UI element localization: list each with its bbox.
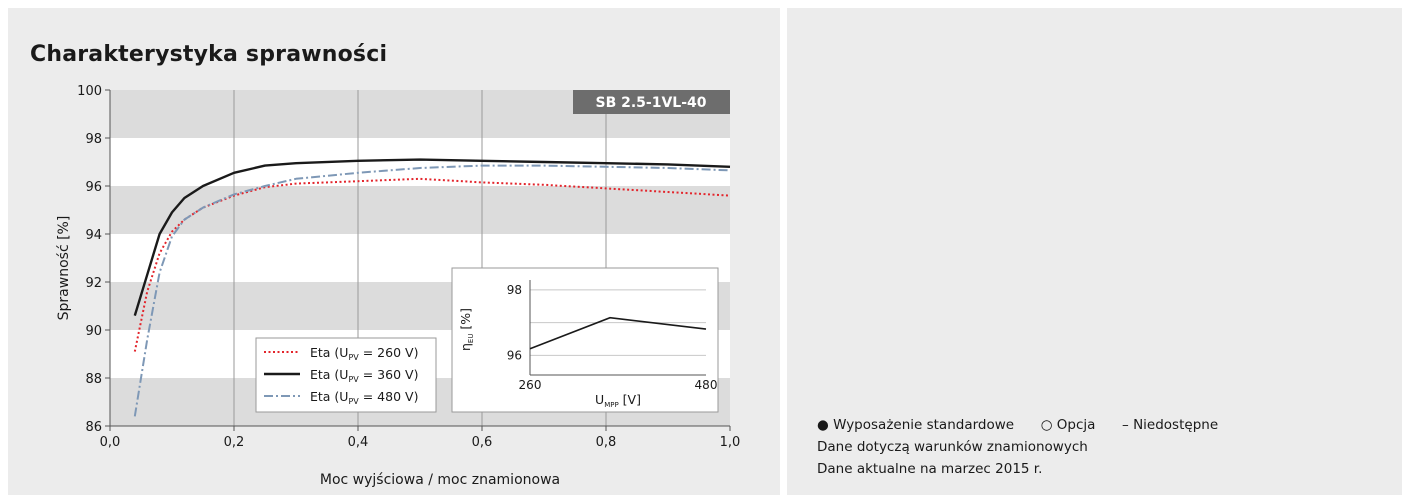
y-tick-label: 88 [85,372,102,387]
standard-label: Wyposażenie standardowe [833,417,1015,433]
inset-box [451,267,719,413]
legend-line: ● Wyposażenie standardowe ○ Opcja – Nied… [817,414,1218,436]
inset-x-axis-label: UMPP [V] [595,392,641,409]
dash-icon: – [1122,417,1129,433]
legend: Eta (UPV = 260 V) Eta (UPV = 360 V) Eta (U… [255,337,437,413]
inset-y-axis-label: ηEU [%] [458,308,475,351]
x-tick-label: 0,4 [348,435,369,450]
y-tick-label: 98 [85,132,102,147]
x-axis-label: Moc wyjściowa / moc znamionowa [320,472,560,488]
y-tick-label: 96 [85,180,102,195]
inset-y-tick-label: 98 [507,283,522,297]
y-axis-label: Sprawność [%] [56,216,72,321]
x-tick-label: 0,6 [472,435,493,450]
inset-y-tick-label: 96 [507,348,522,362]
inset-x-tick-label: 260 [519,378,542,392]
legend-label-3: Eta (UPV = 480 V) [310,389,418,406]
y-tick-label: 94 [85,228,102,243]
legend-label-2: Eta (UPV = 360 V) [310,367,418,384]
y-tick-label: 92 [85,276,102,291]
note-line-date: Dane aktualne na marzec 2015 r. [817,461,1043,477]
page-title: Charakterystyka sprawności [30,42,388,67]
option-label: Opcja [1056,417,1096,433]
x-tick-label: 0,2 [224,435,245,450]
y-tick-label: 100 [77,84,102,99]
notes: ● Wyposażenie standardowe ○ Opcja – Nied… [817,414,1218,480]
notes-panel [787,8,1402,495]
model-badge: SB 2.5-1VL-40 [573,90,730,114]
series-line-1 [133,177,731,352]
note-line-conditions: Dane dotyczą warunków znamionowych [817,439,1088,455]
filled-dot-icon: ● [817,417,829,433]
series-line-3 [133,164,731,417]
legend-label-1: Eta (UPV = 260 V) [310,345,418,362]
hollow-dot-icon: ○ [1040,417,1053,433]
x-tick-label: 0,0 [100,435,121,450]
y-tick-label: 86 [85,420,102,435]
inset-chart: 96 98 260 480 UMPP [V] ηEU [%] [451,267,719,413]
series-line-2 [133,158,731,316]
badge-bg [573,90,730,114]
x-tick-label: 0,8 [596,435,617,450]
x-tick-label: 1,0 [720,435,741,450]
grid-band [110,186,730,234]
inset-x-tick-label: 480 [695,378,718,392]
badge-text: SB 2.5-1VL-40 [595,95,706,111]
y-tick-label: 90 [85,324,102,339]
unavailable-label: Niedostępne [1133,417,1219,433]
inset-series-line [529,316,707,350]
